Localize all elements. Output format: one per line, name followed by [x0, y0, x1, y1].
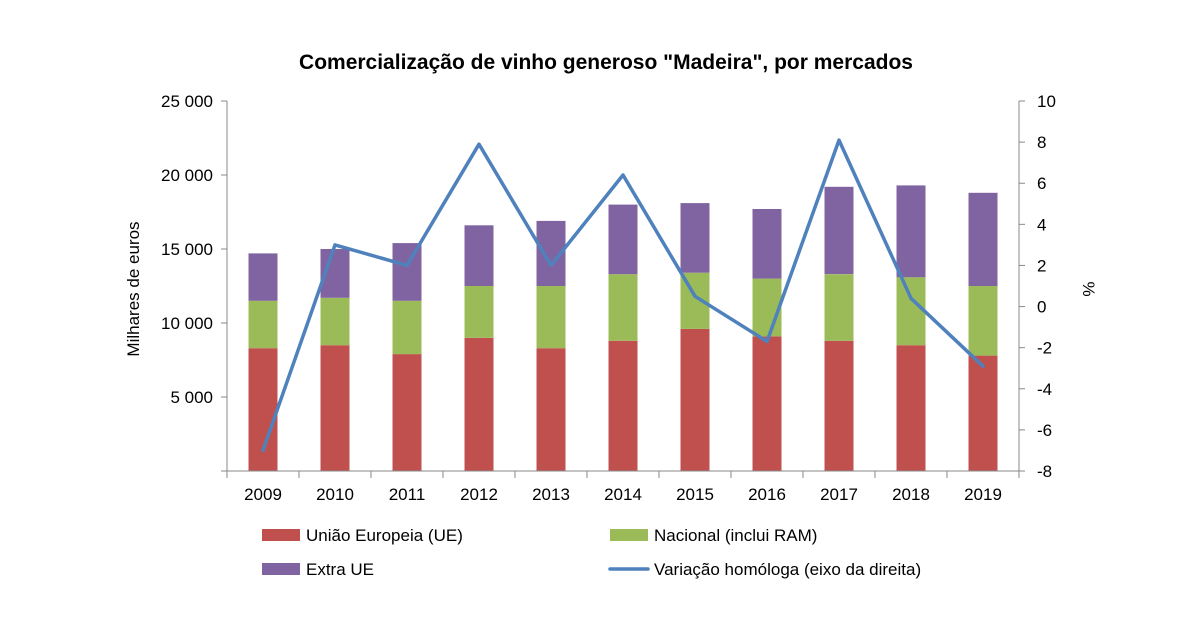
y2-tick-label: 8 — [1037, 133, 1046, 152]
bar-2016-series-2 — [752, 209, 782, 279]
bar-2011-series-2 — [392, 243, 422, 301]
y-tick-label: 5 000 — [170, 388, 213, 407]
x-tick-label: 2013 — [532, 485, 570, 504]
bar-2009-series-1 — [248, 300, 278, 349]
y-tick-label: 20 000 — [161, 166, 213, 185]
line-point-2014 — [621, 173, 625, 177]
y-axis-title: Milhares de euros — [124, 221, 143, 356]
y-tick-label: 10 000 — [161, 314, 213, 333]
x-tick-label: 2010 — [316, 485, 354, 504]
y2-tick-label: -4 — [1037, 380, 1052, 399]
y-tick-label: 15 000 — [161, 240, 213, 259]
bar-2013-series-0 — [536, 348, 566, 471]
bar-2015-series-2 — [680, 203, 710, 273]
line-point-2013 — [549, 263, 553, 267]
x-tick-label: 2019 — [964, 485, 1002, 504]
bar-2018-series-0 — [896, 345, 926, 471]
y2-tick-label: -2 — [1037, 339, 1052, 358]
bar-2019-series-0 — [968, 355, 998, 471]
bar-2010-series-1 — [320, 297, 350, 346]
bar-2017-series-0 — [824, 340, 854, 471]
y2-tick-label: 10 — [1037, 92, 1056, 111]
y2-tick-label: 6 — [1037, 174, 1046, 193]
line-point-2015 — [693, 294, 697, 298]
bar-2019-series-1 — [968, 286, 998, 356]
x-tick-label: 2011 — [389, 485, 426, 504]
bar-2018-series-1 — [896, 277, 926, 346]
bar-2010-series-0 — [320, 345, 350, 471]
y2-tick-label: -6 — [1037, 421, 1052, 440]
bar-2014-series-1 — [608, 274, 638, 341]
bar-2017-series-2 — [824, 186, 854, 275]
legend-label-2: Extra UE — [306, 560, 374, 579]
y2-tick-label: 0 — [1037, 298, 1046, 317]
x-tick-label: 2012 — [460, 485, 498, 504]
line-point-2009 — [261, 448, 265, 452]
legend-label-0: União Europeia (UE) — [306, 526, 463, 545]
bar-2014-series-0 — [608, 340, 638, 471]
line-point-2016 — [765, 340, 769, 343]
bar-2016-series-0 — [752, 336, 782, 471]
line-point-2019 — [981, 364, 985, 368]
legend-swatch-1 — [610, 529, 648, 541]
legend-swatch-0 — [262, 529, 300, 541]
line-point-2012 — [477, 142, 481, 146]
bar-2011-series-0 — [392, 354, 422, 471]
bar-2009-series-2 — [248, 253, 278, 301]
bar-2012-series-1 — [464, 286, 494, 338]
legend-label-1: Nacional (inclui RAM) — [654, 526, 817, 545]
x-tick-label: 2016 — [748, 485, 786, 504]
x-tick-label: 2018 — [892, 485, 930, 504]
bar-2017-series-1 — [824, 274, 854, 341]
bar-2014-series-2 — [608, 204, 638, 275]
y2-tick-label: 2 — [1037, 256, 1046, 275]
bar-2012-series-2 — [464, 225, 494, 286]
chart-title: Comercialização de vinho generoso "Madei… — [299, 51, 913, 74]
bar-2016-series-1 — [752, 278, 782, 337]
x-tick-label: 2017 — [820, 485, 858, 504]
x-tick-label: 2015 — [676, 485, 714, 504]
legend: União Europeia (UE) Nacional (inclui RAM)… — [262, 526, 921, 579]
y2-axis-title: % — [1079, 281, 1098, 296]
line-point-2010 — [333, 243, 337, 247]
bar-2009-series-0 — [248, 348, 278, 471]
bar-2011-series-1 — [392, 300, 422, 355]
y2-tick-label: -8 — [1037, 462, 1052, 481]
bar-2018-series-2 — [896, 185, 926, 278]
bar-2019-series-2 — [968, 192, 998, 286]
bar-2012-series-0 — [464, 337, 494, 471]
bar-2013-series-1 — [536, 286, 566, 349]
line-point-2018 — [909, 296, 913, 300]
y2-tick-label: 4 — [1037, 215, 1046, 234]
x-tick-label: 2014 — [604, 485, 642, 504]
bar-2015-series-0 — [680, 328, 710, 471]
legend-label-3: Variação homóloga (eixo da direita) — [654, 560, 921, 579]
y-tick-label: 25 000 — [161, 92, 213, 111]
x-tick-label: 2009 — [244, 485, 282, 504]
legend-swatch-2 — [262, 563, 300, 575]
line-point-2011 — [405, 263, 409, 267]
plot-area: 5 000 10 000 15 000 20 000 25 000 -8 -6 -4 -2 0 2 4… — [161, 92, 1056, 504]
line-point-2017 — [837, 138, 841, 142]
